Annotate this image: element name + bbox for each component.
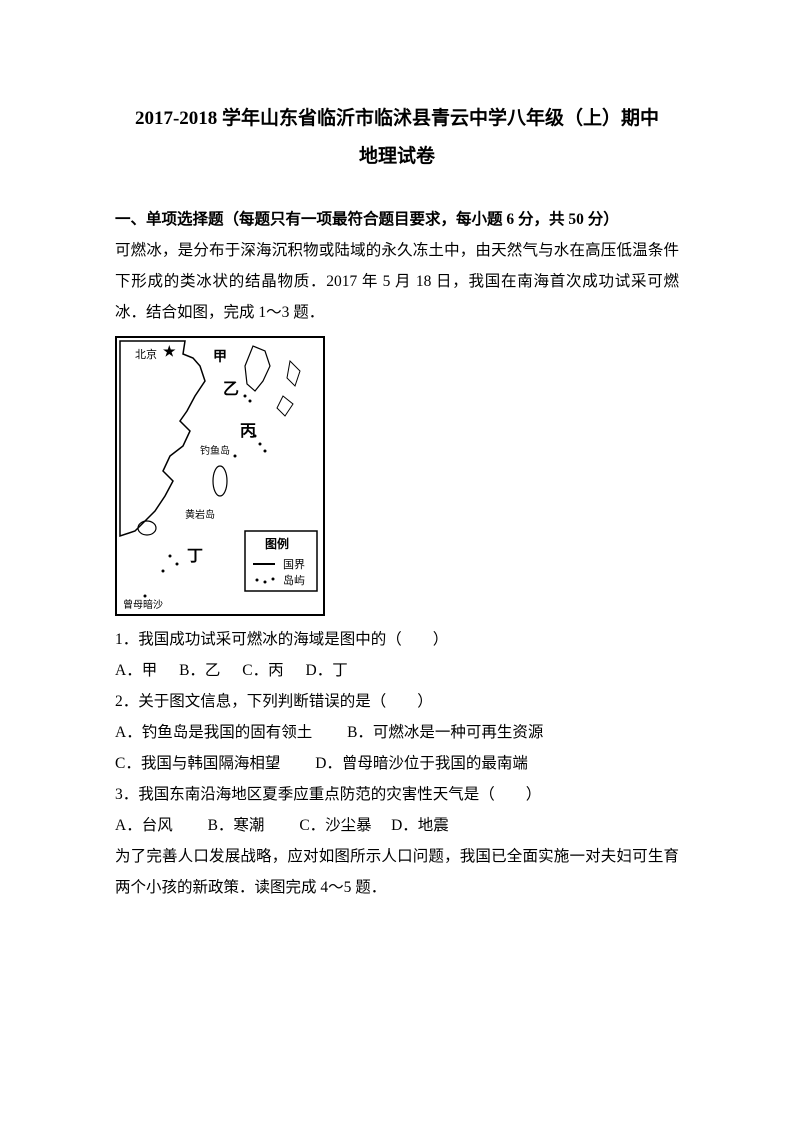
map-label-yi: 乙 [223,381,239,398]
intro2-paragraph: 为了完善人口发展战略，应对如图所示人口问题，我国已全面实施一对夫妇可生育两个小孩… [115,841,679,903]
map-label-jia: 甲 [213,349,227,365]
map-label-ding: 丁 [187,548,203,565]
q2-optD: D．曾母暗沙位于我国的最南端 [315,755,528,772]
q1-stem: 1．我国成功试采可燃冰的海域是图中的（ ） [115,624,679,655]
q1-optB: B．乙 [179,662,220,679]
legend-daoyu: 岛屿 [283,573,305,587]
q3-options: A．台风 B．寒潮 C．沙尘暴 D．地震 [115,810,679,841]
q3-optD: D．地震 [391,817,449,834]
map-label-beijing: 北京 [135,347,157,361]
map-svg: ★ 北京 甲 乙 丙 钓鱼岛 黄岩岛 丁 曾母暗沙 图例 国界 岛屿 [115,336,325,616]
q2-options-line1: A．钓鱼岛是我国的固有领土 B．可燃冰是一种可再生资源 [115,717,679,748]
section-heading: 一、单项选择题（每题只有一项最符合题目要求，每小题 6 分，共 50 分） [115,204,679,235]
q2-stem: 2．关于图文信息，下列判断错误的是（ ） [115,686,679,717]
title-line-2: 地理试卷 [115,138,679,176]
q2-options-line2: C．我国与韩国隔海相望 D．曾母暗沙位于我国的最南端 [115,748,679,779]
title-line-1: 2017-2018 学年山东省临沂市临沭县青云中学八年级（上）期中 [115,100,679,138]
q1-optD: D．丁 [306,662,348,679]
q3-optB: B．寒潮 [208,817,265,834]
q3-optA: A．台风 [115,817,173,834]
map-label-diaoyu: 钓鱼岛 [200,444,230,457]
q1-optC: C．丙 [242,662,283,679]
svg-text:★: ★ [163,344,176,360]
intro-paragraph: 可燃冰，是分布于深海沉积物或陆域的永久冻土中，由天然气与水在高压低温条件下形成的… [115,235,679,328]
q2-optB: B．可燃冰是一种可再生资源 [347,724,543,741]
q2-optC: C．我国与韩国隔海相望 [115,755,280,772]
q3-optC: C．沙尘暴 [299,817,371,834]
map-label-huangyan: 黄岩岛 [185,508,215,521]
q1-optA: A．甲 [115,662,157,679]
legend-title: 图例 [265,536,289,551]
map-label-bing: 丙 [240,422,256,440]
q1-options: A．甲 B．乙 C．丙 D．丁 [115,655,679,686]
q2-optA: A．钓鱼岛是我国的固有领土 [115,724,312,741]
legend-guojie: 国界 [283,558,305,571]
q3-stem: 3．我国东南沿海地区夏季应重点防范的灾害性天气是（ ） [115,779,679,810]
map-figure: ★ 北京 甲 乙 丙 钓鱼岛 黄岩岛 丁 曾母暗沙 图例 国界 岛屿 [115,336,679,616]
map-label-zengmu: 曾母暗沙 [123,598,163,611]
